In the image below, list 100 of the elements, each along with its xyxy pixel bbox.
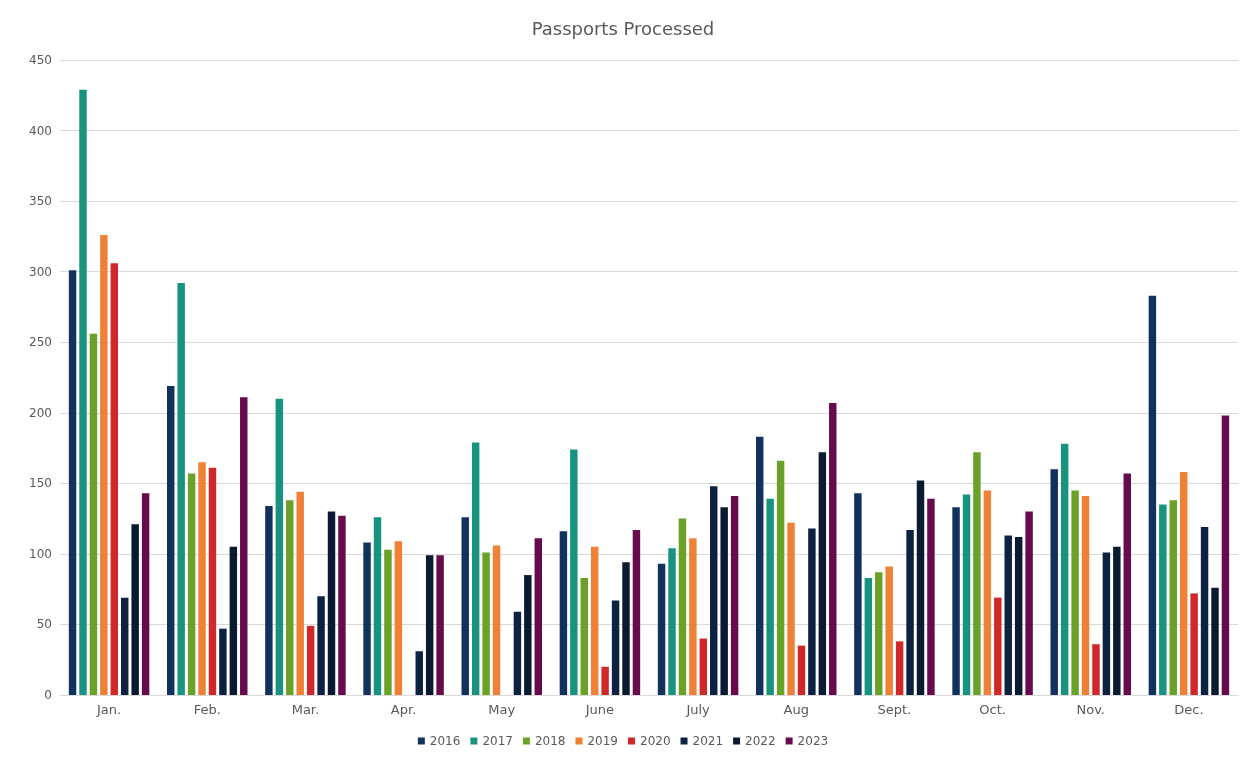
bar — [1200, 527, 1209, 695]
bar — [141, 493, 150, 695]
bar — [776, 460, 785, 695]
bar — [973, 452, 981, 695]
bar — [338, 515, 346, 695]
y-tick-label: 0 — [44, 688, 52, 702]
x-tick-label: May — [488, 702, 516, 717]
bar — [524, 575, 532, 695]
bar — [818, 452, 827, 695]
bar — [100, 234, 108, 695]
bar — [1169, 500, 1177, 695]
bar — [373, 517, 382, 695]
bar — [219, 628, 227, 695]
legend-label: 2019 — [587, 734, 619, 748]
bar — [611, 600, 620, 695]
y-tick-label: 300 — [29, 264, 52, 279]
bar — [492, 545, 501, 695]
x-tick-label: June — [584, 702, 615, 717]
bar — [766, 498, 774, 695]
x-tick-label: Feb. — [193, 702, 221, 717]
bar — [1071, 490, 1079, 695]
bar — [317, 596, 325, 695]
bar — [306, 625, 315, 695]
bar — [1081, 496, 1090, 695]
bar — [632, 529, 641, 695]
bar — [384, 549, 392, 695]
bar — [1211, 587, 1219, 695]
bar — [482, 552, 490, 695]
bar — [1123, 473, 1131, 695]
y-tick-label: 200 — [29, 405, 52, 420]
bar — [797, 645, 806, 695]
bar — [1190, 593, 1198, 695]
bar — [622, 562, 630, 695]
bar — [240, 397, 248, 695]
bar — [952, 507, 960, 695]
bar — [962, 494, 971, 695]
bar — [296, 491, 304, 695]
y-tick-label: 450 — [29, 53, 52, 67]
bar — [534, 538, 542, 695]
bar — [895, 641, 904, 695]
bar — [89, 333, 98, 695]
bar — [678, 518, 687, 695]
legend-label: 2020 — [640, 734, 671, 748]
legend-label: 2017 — [482, 734, 513, 748]
bar — [983, 490, 992, 695]
bar — [1092, 644, 1100, 695]
bar — [121, 597, 129, 695]
legend-label: 2016 — [429, 734, 461, 748]
bar — [275, 398, 284, 695]
bar — [559, 531, 568, 695]
bar — [829, 402, 837, 695]
bar — [927, 498, 935, 695]
bar — [906, 529, 914, 695]
bar — [286, 500, 294, 695]
bar — [787, 522, 795, 695]
bar — [415, 651, 423, 695]
x-tick-label: Nov. — [1076, 702, 1105, 717]
bar — [187, 473, 196, 695]
bar — [425, 555, 434, 695]
bar — [756, 436, 764, 695]
bar — [875, 572, 883, 695]
bar — [580, 577, 588, 695]
bar — [229, 546, 238, 695]
bar — [471, 442, 480, 695]
x-tick-label: Aug — [783, 702, 809, 717]
legend-label: 2021 — [692, 734, 724, 748]
y-tick-label: 150 — [29, 476, 52, 491]
bar — [916, 480, 925, 695]
legend-label: 2023 — [797, 734, 829, 748]
y-tick-label: 250 — [29, 335, 52, 350]
bar — [699, 638, 708, 695]
bar — [68, 270, 77, 695]
bar — [1221, 415, 1230, 695]
bar — [167, 385, 175, 695]
bar — [110, 263, 119, 695]
bar — [864, 577, 873, 695]
x-tick-label: Jan. — [96, 702, 122, 717]
legend-label: 2018 — [534, 734, 566, 748]
bar — [1004, 535, 1012, 695]
bar — [570, 449, 578, 695]
x-tick-label: Sept. — [877, 702, 912, 717]
bar — [363, 542, 371, 695]
bar — [1148, 295, 1157, 695]
bar — [720, 507, 728, 695]
bar — [513, 611, 522, 695]
bar — [885, 566, 893, 695]
bar — [657, 563, 666, 695]
chart-title: Passports Processed — [531, 17, 715, 39]
x-tick-label: Oct. — [979, 702, 1006, 717]
bar — [1014, 536, 1023, 695]
bar — [131, 524, 139, 695]
bar — [177, 282, 185, 695]
bar — [1179, 472, 1188, 695]
bar — [854, 493, 862, 695]
bar — [689, 538, 697, 695]
x-tick-label: Apr. — [390, 702, 417, 717]
y-tick-label: 100 — [29, 546, 52, 561]
bar — [730, 496, 739, 695]
bar — [668, 548, 676, 695]
bar — [994, 597, 1002, 695]
